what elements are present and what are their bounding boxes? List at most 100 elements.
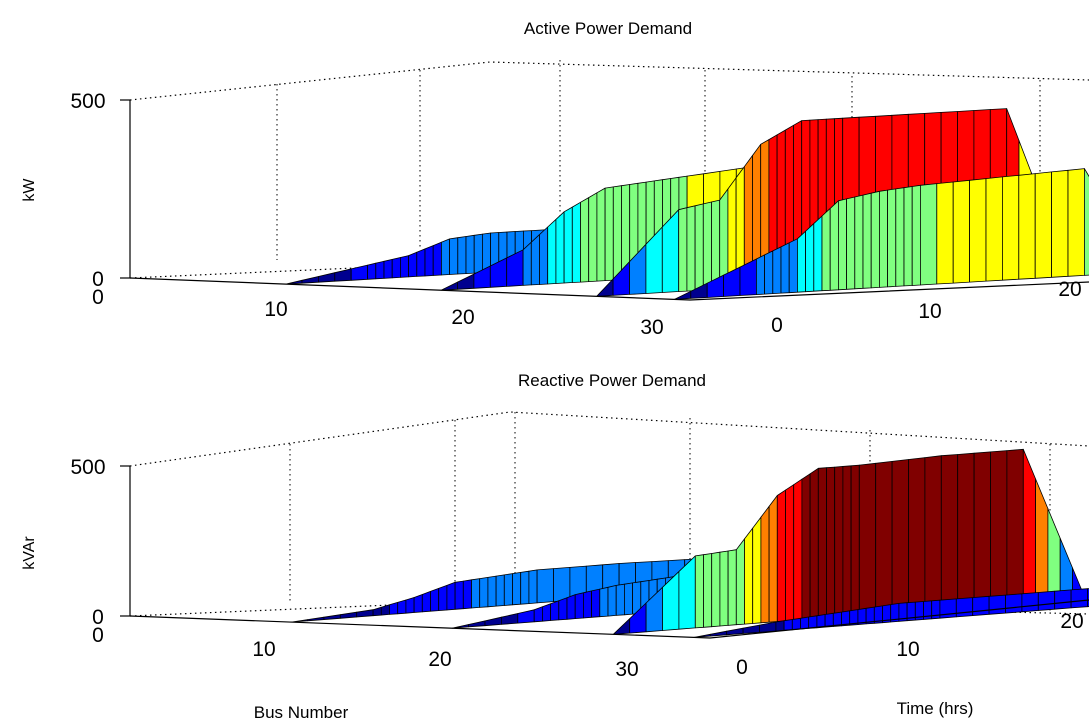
- surface-facet: [451, 624, 470, 629]
- surface-facet: [580, 197, 590, 283]
- surface-series: [612, 448, 1086, 635]
- surface-facet: [973, 451, 991, 607]
- surface-facet: [550, 600, 560, 621]
- surface-facet: [449, 237, 459, 275]
- surface-facet: [424, 245, 434, 277]
- z-tick-label: 500: [70, 456, 105, 479]
- surface-facet: [726, 627, 744, 636]
- surface-facet: [1021, 592, 1039, 613]
- surface-facet: [624, 582, 633, 616]
- surface-facet: [805, 223, 815, 293]
- z-tick-label: 0: [92, 268, 104, 291]
- surface: [285, 108, 1089, 300]
- surface-facet: [846, 196, 856, 290]
- surface-facet: [416, 248, 426, 277]
- surface-facet: [801, 473, 811, 620]
- surface-facet: [1070, 588, 1088, 609]
- surface-facet: [500, 613, 519, 625]
- surface-facet: [615, 583, 625, 616]
- surface-facet: [854, 194, 864, 290]
- surface-facet: [539, 226, 549, 285]
- surface-facet: [574, 592, 584, 619]
- surface-facet: [711, 551, 721, 628]
- surface-facet: [809, 467, 819, 620]
- surface-facet: [1005, 593, 1023, 614]
- surface-facet: [838, 198, 847, 291]
- surface-facet: [372, 606, 382, 617]
- surface-facet: [487, 575, 497, 608]
- surface-facet: [936, 181, 954, 285]
- surface-facet: [694, 203, 704, 292]
- surface-facet: [558, 597, 568, 621]
- surface-facet: [834, 465, 844, 618]
- surface-facet: [842, 465, 852, 617]
- surface: [290, 448, 1089, 638]
- surface-facet: [528, 569, 538, 604]
- surface-facet: [380, 604, 390, 616]
- surface-facet: [952, 179, 970, 284]
- surface-facet: [760, 505, 770, 624]
- surface-facet: [547, 218, 557, 285]
- surface-facet: [457, 273, 475, 290]
- surface-facet: [323, 614, 341, 620]
- surface-facet: [1035, 478, 1049, 602]
- surface-facet: [772, 246, 782, 295]
- x-tick-label: 20: [451, 306, 474, 329]
- surface-facet: [1006, 448, 1024, 604]
- surface-facet: [307, 616, 325, 622]
- z-tick-label: 0: [92, 606, 104, 629]
- surface-facet: [891, 459, 909, 613]
- surface-facet: [829, 200, 839, 291]
- surface-facet: [870, 190, 880, 289]
- surface-facet: [862, 192, 872, 289]
- time-axis-label: Time (hrs): [897, 699, 974, 718]
- chart-title: Active Power Demand: [524, 19, 692, 38]
- surface-facet: [1084, 168, 1089, 276]
- surface-facet: [1018, 173, 1036, 280]
- floor-front-edge: [129, 599, 1089, 639]
- surface-facet: [788, 238, 798, 294]
- surface-facet: [285, 279, 303, 285]
- surface-facet: [702, 201, 712, 291]
- reactive-power-plot: Reactive Power Demand kVAr 500 0 0 10 20…: [21, 371, 1089, 722]
- surface-facet: [517, 609, 535, 624]
- surface-facet: [797, 230, 806, 293]
- surface-facet: [985, 176, 1003, 282]
- surface-facet: [1047, 508, 1061, 601]
- x-tick-label: 10: [264, 298, 287, 321]
- surface-facet: [791, 617, 801, 631]
- x-tick-label: 30: [640, 316, 663, 339]
- surface-facet: [432, 241, 442, 276]
- surface-facet: [780, 242, 790, 294]
- surface-facet: [742, 624, 760, 634]
- surface-facet: [413, 594, 423, 613]
- surface-facet: [957, 452, 975, 608]
- surface-facet: [399, 255, 410, 278]
- t-tick-label: 20: [1060, 610, 1083, 633]
- surface-facet: [764, 250, 774, 295]
- surface-facet: [955, 597, 974, 618]
- surface-series: [674, 168, 1089, 300]
- surface-facet: [367, 262, 377, 280]
- surface-facet: [465, 234, 475, 275]
- surface-facet: [471, 578, 481, 609]
- t-tick-label: 0: [771, 314, 783, 337]
- z-tick-label: 500: [70, 90, 105, 113]
- surface-facet: [571, 201, 581, 283]
- surface-facet: [334, 268, 352, 282]
- surface-facet: [858, 462, 877, 616]
- surface-facet: [703, 553, 713, 628]
- surface-facet: [1002, 174, 1020, 281]
- floor-front-edge: [129, 277, 1089, 301]
- surface-facet: [1022, 448, 1036, 603]
- surface-facet: [599, 586, 609, 618]
- surface-facet: [317, 272, 336, 283]
- surface-facet: [1054, 589, 1072, 610]
- surface-facet: [988, 594, 1006, 615]
- x-tick-label: 0: [92, 624, 104, 647]
- surface-facet: [678, 207, 688, 292]
- surface-facet: [566, 594, 576, 620]
- surface-facet: [768, 495, 778, 623]
- x-axis-label: Bus Number: [254, 703, 349, 722]
